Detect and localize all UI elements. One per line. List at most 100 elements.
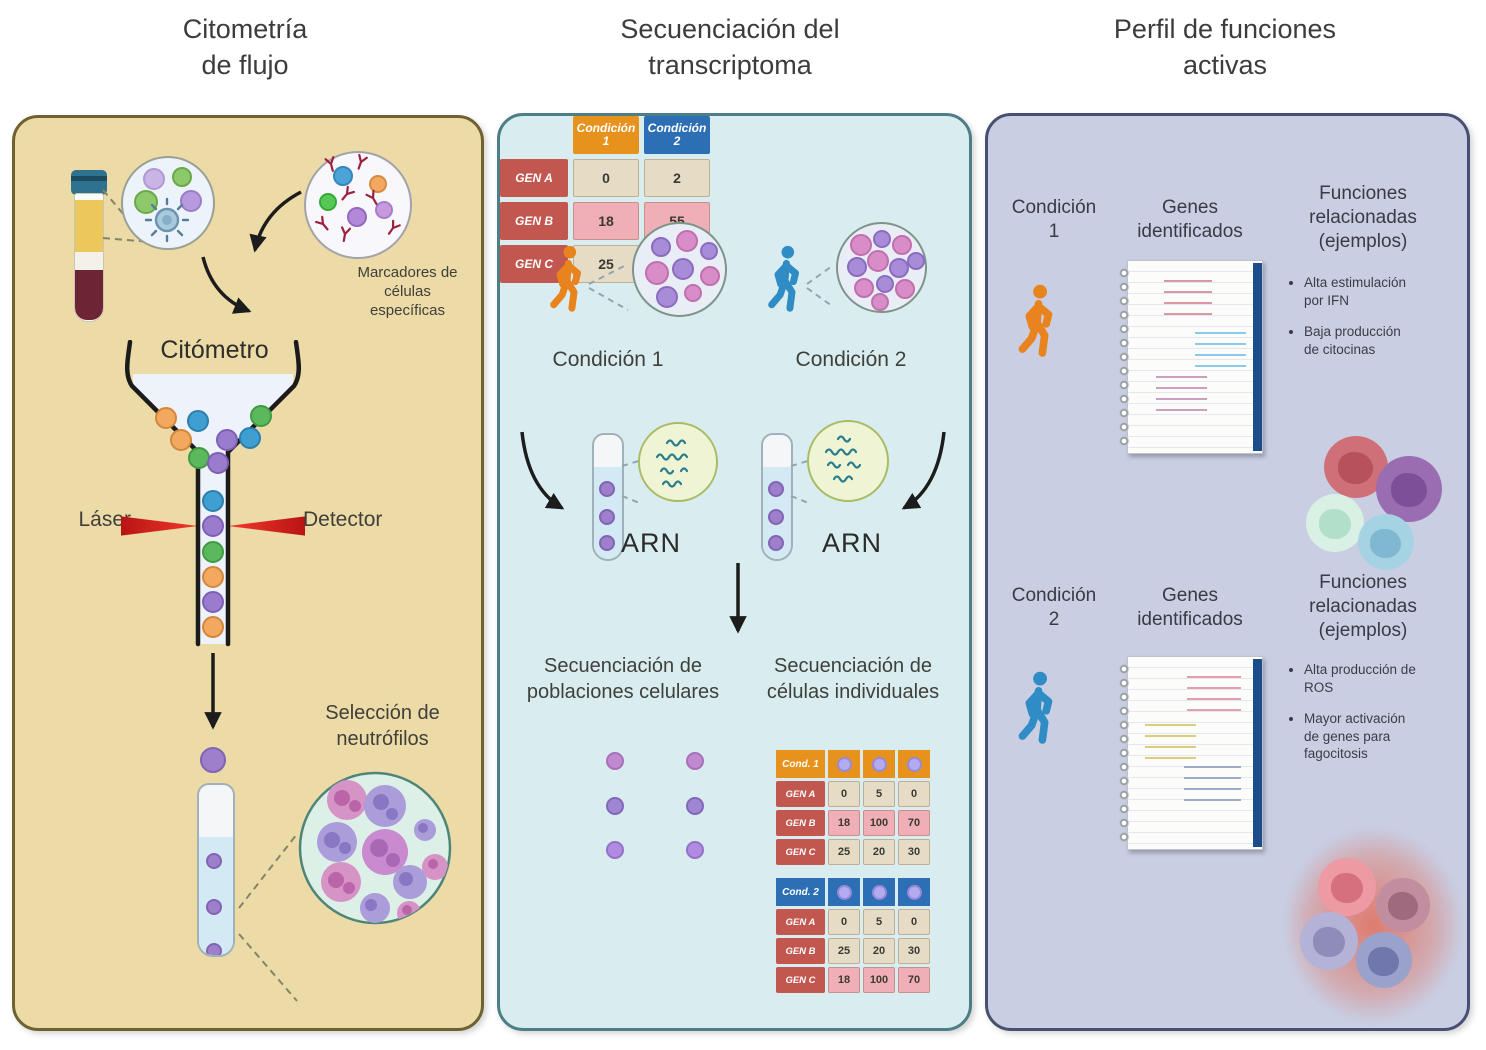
cell-cluster-condition2 <box>1290 850 1440 1000</box>
purple-cell-icon <box>1376 456 1442 522</box>
condition2-cells-circle <box>836 222 927 313</box>
notebook-spiral <box>1116 662 1133 844</box>
profile-column-title: Perfil de funciones activas <box>1010 12 1440 83</box>
notebook-spiral <box>1116 266 1133 448</box>
sc1-row-label: GEN A <box>776 781 825 807</box>
sc1-value: 0 <box>898 781 930 807</box>
arrow-condition2-to-rna <box>901 431 946 510</box>
periwinkle-cell-icon <box>1356 932 1412 988</box>
pooled-cell-icon <box>606 841 624 859</box>
cytometer-funnel <box>125 340 301 647</box>
sc2-value: 30 <box>898 938 930 964</box>
sc2-value: 20 <box>863 938 895 964</box>
profile-condition1-person-icon <box>1014 274 1060 369</box>
pooled-cell-icon <box>606 752 624 770</box>
selection-zoom-dashes <box>238 833 298 1002</box>
bullet-item: Alta producción de ROS <box>1304 661 1416 696</box>
sc1-value: 30 <box>898 839 930 865</box>
collection-tube-icon <box>197 783 235 957</box>
bulk-table-corner <box>500 116 568 154</box>
mint-cell-icon <box>1306 494 1364 552</box>
sc2-value: 0 <box>828 909 860 935</box>
condition1-label: Condición 1 <box>552 348 664 371</box>
blood-tube-icon <box>71 170 107 322</box>
arrow-rna-to-sequencing <box>729 563 747 634</box>
condition-word: Condición <box>1011 585 1097 606</box>
mauve-cell-icon <box>1376 878 1430 932</box>
markers-label: Marcadores de células específicas <box>357 264 458 320</box>
single-cell-sequencing-label: Secuenciación de células individuales <box>766 655 940 703</box>
bullet-item: Mayor activación de genes para fagocitos… <box>1304 710 1416 763</box>
sc1-header-label: Cond. 1 <box>776 750 825 778</box>
cell-cluster-condition1 <box>1306 416 1442 570</box>
rna1-zoom-dashes <box>621 459 643 505</box>
neutrophil-selection-label: Selección de neutrófilos <box>325 702 440 750</box>
bulk-row-label: GEN B <box>500 202 568 240</box>
lavender-cell-icon <box>1300 912 1358 970</box>
sc1-row-label: GEN B <box>776 810 825 836</box>
cell-icon <box>828 750 860 778</box>
sc2-row-label: GEN C <box>776 967 825 993</box>
rna-label-1: ARN <box>620 528 681 558</box>
rna-label-2: ARN <box>821 528 882 558</box>
condition1-zoom-dashes <box>588 263 629 311</box>
cell-icon <box>898 878 930 906</box>
cytometer-label: Citómetro <box>160 336 269 364</box>
bulk-value: 2 <box>644 159 710 197</box>
cell-icon <box>898 750 930 778</box>
condition1-person-icon <box>546 231 588 328</box>
gene-list-notebook-1 <box>1116 258 1263 456</box>
arrow-markers-to-cytometer <box>249 190 302 253</box>
condition-number: 2 <box>1048 608 1060 630</box>
transcriptome-panel: Condición 1 Condición 2 <box>497 113 972 1031</box>
rna-tube-1 <box>592 433 624 561</box>
rna-zoom-circle-1 <box>638 422 718 502</box>
genes-identified-header-1: Genes identificados <box>1137 197 1243 242</box>
pooled-cell-icon <box>686 797 704 815</box>
functions-header-1: Funciones relacionadas (ejemplos) <box>1309 183 1417 252</box>
condition-word: Condición <box>1011 197 1097 218</box>
sc1-value: 100 <box>863 810 895 836</box>
functions-bullets-1: Alta estimulación por IFN Baja producció… <box>1288 274 1434 372</box>
rna-tube-2 <box>761 433 793 561</box>
bulk-header-condition1: Condición 1 <box>573 116 639 154</box>
sc2-value: 25 <box>828 938 860 964</box>
genes-identified-header-2: Genes identificados <box>1137 585 1243 630</box>
profile-condition1-header: Condición 1 <box>1006 196 1102 244</box>
notebook-spine <box>1253 659 1262 847</box>
condition2-label: Condición 2 <box>795 348 907 371</box>
cell-icon <box>863 750 895 778</box>
sc2-row-label: GEN B <box>776 938 825 964</box>
bulk-row-label: GEN A <box>500 159 568 197</box>
condition2-person-icon <box>764 231 806 328</box>
profile-condition2-header: Condición 2 <box>1006 584 1102 632</box>
bullet-item: Baja producción de citocinas <box>1304 323 1416 358</box>
sorted-cell-icon <box>200 747 226 773</box>
flow-title-line1: Citometría <box>182 14 308 44</box>
gene-lines-pink <box>1186 676 1241 717</box>
gene-lines-mauve <box>1156 376 1208 417</box>
transcriptome-column-title: Secuenciación del transcriptoma <box>520 12 940 83</box>
pooled-cell-icon <box>606 797 624 815</box>
sc1-row-label: GEN C <box>776 839 825 865</box>
arrow-funnel-to-tube <box>204 653 222 730</box>
pooled-cell-icon <box>686 841 704 859</box>
sc1-value: 5 <box>863 781 895 807</box>
flow-title-line2: de flujo <box>201 49 289 80</box>
sc2-value: 100 <box>863 967 895 993</box>
bulk-value: 25 <box>573 245 639 283</box>
notebook-spine <box>1253 263 1262 451</box>
rna2-zoom-dashes <box>790 459 812 505</box>
functions-header-2: Funciones relacionadas (ejemplos) <box>1309 572 1417 641</box>
sc2-value: 70 <box>898 967 930 993</box>
flow-column-title: Citometría de flujo <box>40 12 450 83</box>
sc2-value: 0 <box>898 909 930 935</box>
gene-lines-slate <box>1184 766 1241 809</box>
gene-lines-yellow <box>1145 724 1197 759</box>
gene-lines-pink <box>1164 280 1213 325</box>
functions-profile-panel: Condición 1 Genes identificados Funcione… <box>985 113 1470 1031</box>
single-cell-table-condition1: Cond. 1 GEN A 0 5 0 GEN B 18 100 70 GEN … <box>776 750 930 865</box>
neutrophil-zoom-circle <box>298 771 452 925</box>
ros-glow <box>1258 800 1486 1050</box>
transcriptome-title-line2: transcriptoma <box>648 49 812 80</box>
